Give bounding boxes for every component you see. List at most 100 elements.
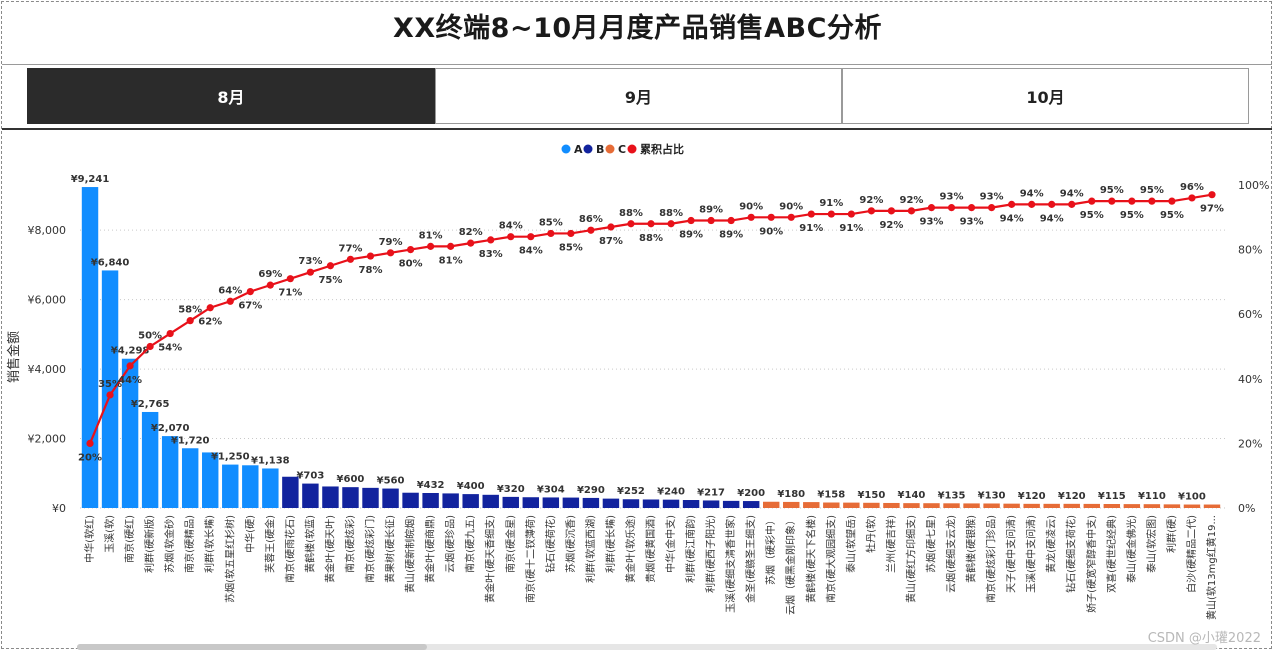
cumulative-point[interactable] — [366, 252, 375, 260]
legend-label[interactable]: C — [618, 143, 626, 156]
cumulative-point[interactable] — [727, 216, 735, 225]
cumulative-point[interactable] — [887, 207, 896, 215]
bar[interactable] — [1083, 503, 1100, 508]
tab-september[interactable]: 9月 — [435, 68, 842, 124]
bar[interactable] — [81, 187, 99, 508]
bar[interactable] — [202, 452, 219, 508]
bar[interactable] — [662, 499, 680, 508]
bar[interactable] — [242, 465, 259, 508]
bar[interactable] — [863, 502, 880, 508]
cumulative-point[interactable] — [1048, 200, 1056, 208]
bar[interactable] — [883, 502, 900, 508]
cumulative-point[interactable] — [547, 229, 555, 238]
bar[interactable] — [903, 503, 920, 508]
cumulative-point[interactable] — [627, 220, 635, 228]
cumulative-point[interactable] — [647, 220, 655, 228]
bar[interactable] — [542, 497, 560, 508]
bar[interactable] — [342, 487, 359, 508]
cumulative-point[interactable] — [907, 207, 916, 215]
scrollbar-thumb[interactable] — [77, 644, 427, 650]
bar[interactable] — [382, 488, 399, 508]
cumulative-point[interactable] — [1188, 194, 1196, 202]
bar[interactable] — [262, 468, 279, 508]
cumulative-point[interactable] — [1168, 197, 1176, 205]
cumulative-point[interactable] — [146, 342, 154, 351]
bar[interactable] — [702, 500, 720, 508]
cumulative-point[interactable] — [326, 262, 335, 270]
legend-label[interactable]: B — [596, 143, 604, 156]
bar[interactable] — [422, 492, 439, 508]
cumulative-point[interactable] — [807, 210, 815, 218]
bar[interactable] — [181, 448, 199, 508]
cumulative-point[interactable] — [206, 304, 214, 312]
cumulative-point[interactable] — [1008, 200, 1016, 208]
bar[interactable] — [522, 497, 540, 508]
bar[interactable] — [302, 483, 319, 508]
bar[interactable] — [1203, 504, 1221, 508]
bar[interactable] — [742, 501, 760, 508]
cumulative-point[interactable] — [847, 210, 855, 218]
bar[interactable] — [161, 436, 179, 508]
bar[interactable] — [923, 503, 940, 508]
bar[interactable] — [963, 503, 980, 508]
cumulative-point[interactable] — [246, 287, 254, 296]
bar[interactable] — [943, 503, 960, 508]
cumulative-point[interactable] — [306, 268, 315, 276]
cumulative-point[interactable] — [346, 255, 355, 263]
cumulative-point[interactable] — [867, 207, 875, 215]
cumulative-point[interactable] — [927, 204, 936, 212]
bar[interactable] — [642, 499, 660, 508]
cumulative-point[interactable] — [226, 297, 234, 305]
bar[interactable] — [1183, 504, 1201, 508]
cumulative-point[interactable] — [266, 281, 274, 289]
tab-october[interactable]: 10月 — [842, 68, 1249, 124]
bar[interactable] — [1043, 503, 1060, 508]
cumulative-point[interactable] — [1108, 197, 1116, 205]
bar[interactable] — [322, 486, 339, 508]
cumulative-point[interactable] — [86, 439, 94, 447]
bar[interactable] — [141, 411, 159, 508]
bar[interactable] — [462, 494, 479, 508]
cumulative-point[interactable] — [487, 236, 495, 244]
cumulative-point[interactable] — [386, 249, 395, 257]
cumulative-point[interactable] — [286, 275, 294, 283]
cumulative-point[interactable] — [427, 242, 435, 250]
bar[interactable] — [682, 500, 700, 508]
bar[interactable] — [1163, 504, 1181, 508]
cumulative-point[interactable] — [467, 239, 475, 247]
bar[interactable] — [803, 502, 820, 508]
legend-label[interactable]: 累积占比 — [640, 142, 684, 156]
cumulative-point[interactable] — [406, 246, 415, 254]
bar[interactable] — [722, 500, 740, 508]
bar[interactable] — [983, 503, 1000, 508]
bar[interactable] — [222, 464, 239, 508]
bar[interactable] — [402, 492, 419, 508]
bar[interactable] — [783, 501, 800, 508]
bar[interactable] — [582, 497, 600, 508]
cumulative-point[interactable] — [106, 391, 114, 399]
cumulative-point[interactable] — [1208, 191, 1216, 199]
cumulative-point[interactable] — [987, 204, 996, 212]
cumulative-point[interactable] — [567, 229, 575, 238]
bar[interactable] — [1143, 504, 1161, 508]
cumulative-point[interactable] — [1068, 200, 1076, 208]
cumulative-point[interactable] — [1088, 197, 1096, 205]
bar[interactable] — [362, 487, 379, 508]
cumulative-point[interactable] — [707, 216, 715, 225]
cumulative-point[interactable] — [767, 213, 775, 221]
cumulative-point[interactable] — [607, 223, 615, 231]
bar[interactable] — [823, 502, 840, 508]
bar[interactable] — [101, 270, 119, 508]
bar[interactable] — [602, 498, 620, 508]
cumulative-point[interactable] — [827, 210, 835, 218]
bar[interactable] — [1123, 504, 1141, 508]
cumulative-point[interactable] — [667, 220, 675, 228]
cumulative-point[interactable] — [967, 204, 976, 212]
tab-august[interactable]: 8月 — [27, 68, 435, 124]
cumulative-point[interactable] — [747, 213, 755, 221]
bar[interactable] — [121, 358, 139, 508]
cumulative-point[interactable] — [186, 317, 194, 325]
bar[interactable] — [562, 497, 580, 508]
cumulative-point[interactable] — [166, 329, 174, 338]
bar[interactable] — [1023, 503, 1040, 508]
